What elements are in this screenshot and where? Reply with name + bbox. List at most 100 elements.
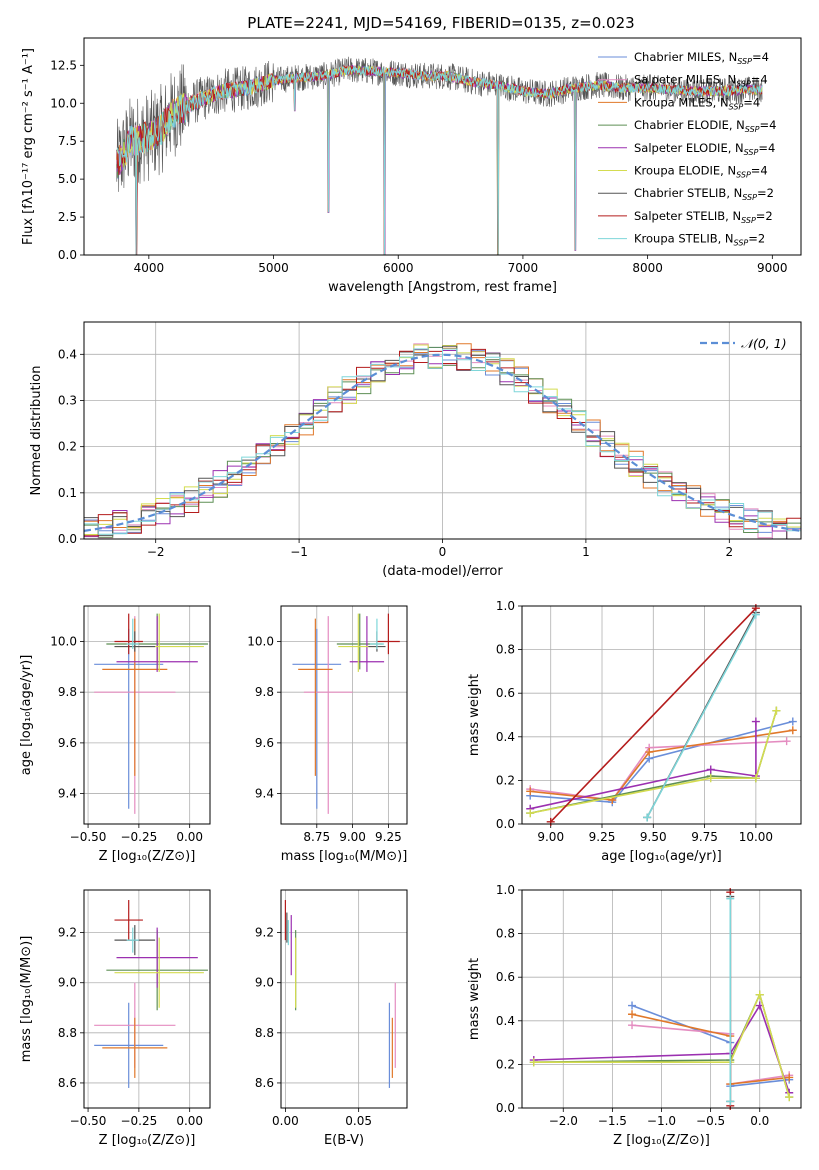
series-marker [788, 717, 797, 726]
x-tick-label: 7000 [508, 261, 539, 275]
spectrum-series-line [116, 56, 763, 255]
data-point [349, 616, 385, 672]
x-axis-label: (data-model)/error [382, 564, 503, 579]
series-marker [726, 894, 735, 903]
y-tick-label: 10.0 [247, 634, 274, 648]
x-tick-label: 9000 [757, 261, 788, 275]
series-line [533, 992, 790, 1098]
data-point [114, 937, 204, 1008]
y-tick-label: 0.2 [58, 440, 77, 454]
series-marker [526, 787, 535, 796]
legend-entry: Kroupa MILES, NSSP=4 [634, 95, 760, 111]
y-tick-label: 12.5 [50, 58, 77, 72]
y-tick-label: 5.0 [58, 172, 77, 186]
y-tick-label: 8.8 [58, 1026, 77, 1040]
y-tick-label: 0.8 [496, 643, 515, 657]
plot-frame [83, 605, 211, 825]
data-point [114, 613, 143, 655]
x-tick-label: 9.50 [640, 830, 667, 844]
y-axis-label: Flux [fλ10⁻¹⁷ erg cm⁻² s⁻¹ A⁻¹] [21, 48, 36, 245]
x-tick-label: −0.5 [696, 1114, 725, 1128]
x-tick-label: 9.25 [375, 830, 402, 844]
spectrum-panel: 4000 5000 6000 7000 8000 9000 0.0 2.5 5.0 7.5 10.0… [21, 37, 802, 295]
y-tick-label: 0.0 [58, 248, 77, 262]
data-point [369, 618, 385, 650]
series-line [530, 720, 794, 804]
data-point [94, 628, 164, 809]
x-tick-label: 8.75 [303, 830, 330, 844]
series-marker [726, 1097, 735, 1106]
y-tick-label: 8.8 [255, 1026, 274, 1040]
y-tick-label: 0.6 [496, 970, 515, 984]
data-point [114, 613, 204, 672]
data-point [292, 628, 342, 809]
x-tick-label: −0.50 [70, 830, 107, 844]
x-axis-label: Z [log₁₀(Z/Z⊙)] [99, 1133, 196, 1148]
x-tick-label: −0.50 [70, 1114, 107, 1128]
series-marker [751, 610, 760, 619]
series-group [643, 610, 760, 822]
y-tick-label: 0.0 [496, 1101, 515, 1115]
legend-entry: Chabrier MILES, NSSP=4 [634, 50, 769, 66]
data-point [94, 1002, 164, 1088]
y-tick-label: 0.2 [496, 1057, 515, 1071]
x-tick-label: −0.25 [120, 1114, 157, 1128]
y-axis-label: mass weight [467, 958, 482, 1040]
x-tick-label: 5000 [258, 261, 289, 275]
y-tick-label: 9.2 [58, 926, 77, 940]
y-tick-label: 0.4 [58, 347, 77, 361]
figure-title: PLATE=2241, MJD=54169, FIBERID=0135, z=0… [247, 14, 634, 32]
legend-entry: 𝒩(0, 1) [741, 336, 787, 351]
y-tick-label: 9.4 [58, 787, 77, 801]
x-tick-label: 0.00 [272, 1114, 299, 1128]
y-tick-label: 0.8 [496, 927, 515, 941]
legend-entry: Salpeter STELIB, NSSP=2 [634, 209, 773, 225]
mass-vs-Z-panel: −0.50 −0.25 0.00 8.6 8.8 9.0 9.2 Z [log₁₀(Z/Z⊙)… [19, 889, 211, 1148]
series-line [646, 614, 757, 818]
x-axis-label: Z [log₁₀(Z/Z⊙)] [613, 1133, 710, 1148]
massweight-vs-Z-panel: −2.0 −1.5 −1.0 −0.5 0.0 0.0 0.2 0.4 0.6 0.8 1.0 Z [… [467, 883, 802, 1148]
spectrum-lines [116, 56, 763, 255]
y-axis-label: age [log₁₀(age/yr)] [19, 655, 34, 776]
y-tick-label: 10.0 [50, 96, 77, 110]
x-tick-label: −1.0 [647, 1114, 676, 1128]
plot-frame [83, 37, 802, 256]
y-tick-label: 9.4 [255, 787, 274, 801]
series-line [530, 710, 778, 814]
series-marker [628, 1010, 637, 1019]
y-tick-label: 1.0 [496, 883, 515, 897]
x-tick-label: 8000 [632, 261, 663, 275]
y-tick-label: 9.8 [58, 685, 77, 699]
series-marker [526, 809, 535, 818]
y-tick-label: 8.6 [255, 1076, 274, 1090]
data-point [102, 1017, 168, 1078]
data-point [298, 618, 333, 776]
data-point [114, 900, 143, 941]
x-tick-label: 9.00 [537, 830, 564, 844]
y-axis-label: mass [log₁₀(M/M⊙)] [19, 936, 34, 1063]
series-marker [782, 737, 791, 746]
mass-vs-ebv-panel: 0.00 0.05 8.6 8.8 9.0 9.2 E(B-V) [255, 889, 408, 1148]
legend-entry: Kroupa STELIB, NSSP=2 [634, 232, 765, 248]
series-marker [755, 990, 764, 999]
age-vs-Z-panel: −0.50 −0.25 0.00 9.4 9.6 9.8 10.0 Z [log₁₀(Z/Z⊙… [19, 605, 211, 864]
plot-frame [280, 889, 408, 1109]
x-tick-label: −1 [290, 545, 308, 559]
x-axis-label: mass [log₁₀(M/M⊙)] [281, 849, 408, 864]
y-tick-label: 9.6 [58, 736, 77, 750]
x-tick-label: 10.00 [739, 830, 773, 844]
series-marker [751, 774, 760, 783]
y-tick-label: 10.0 [50, 634, 77, 648]
plot-frame [83, 321, 802, 540]
series-marker [706, 774, 715, 783]
series-marker [529, 1058, 538, 1067]
plot-frame [521, 605, 802, 825]
data-point [116, 616, 198, 672]
y-tick-label: 7.5 [58, 134, 77, 148]
x-tick-label: −0.25 [120, 830, 157, 844]
y-tick-label: 9.8 [255, 685, 274, 699]
x-tick-label: −1.5 [598, 1114, 627, 1128]
series-marker [645, 748, 654, 757]
y-axis-label: Normed distribution [29, 366, 44, 496]
series-marker [628, 1021, 637, 1030]
